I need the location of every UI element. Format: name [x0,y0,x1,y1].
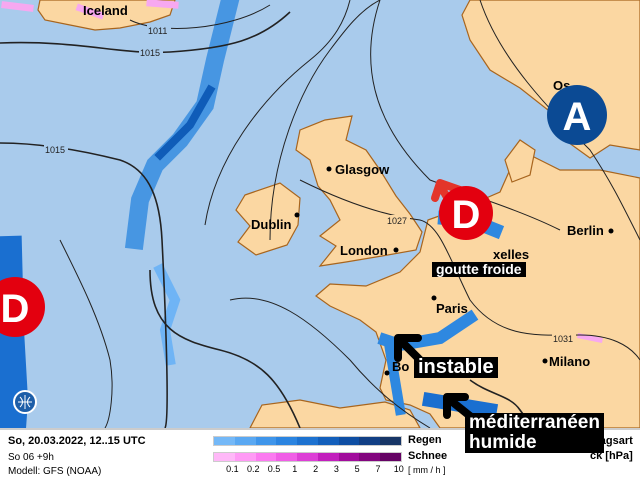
snow-label: Schnee [408,450,448,462]
low-label: D [1,287,30,331]
isobar-label: 1027 [387,216,407,226]
isobar-labels: 1011 1015 1015 1027 1031 [44,25,576,344]
color-swatch [214,453,235,461]
city-dublin: Dublin [251,217,291,232]
color-swatch [359,437,381,445]
legend-tick: 0.5 [267,464,281,474]
annotation-goutte-froide: goutte froide [432,262,526,277]
color-swatch [255,453,277,461]
color-swatch [297,453,318,461]
precipitation [0,0,603,428]
isobar-label: 1031 [553,334,573,344]
pressure-unit-label: ck [hPa] [590,450,633,462]
isobar [129,4,271,29]
isobar [269,0,381,241]
city-paris: Paris [436,301,468,316]
ireland-land [235,182,301,256]
color-swatch [276,453,298,461]
legend-tick: 0.2 [246,464,260,474]
weather-map: 1011 1015 1015 1027 1031 Iceland Glasgow… [0,0,640,428]
annotation-mediterraneen-humide: méditerranéen humide [465,413,604,453]
color-swatch [380,453,402,461]
color-swatch [255,437,277,445]
model-name: Modell: GFS (NOAA) [8,466,102,477]
isobar-label: 1015 [45,145,65,155]
city-milano: Milano [549,354,590,369]
snow-iceland [1,0,179,20]
color-swatch [214,437,235,445]
city-london: London [340,243,388,258]
city-berlin: Berlin [567,223,604,238]
color-swatch [234,453,256,461]
isobar [479,0,640,241]
isobars [0,0,640,428]
color-swatch [338,437,360,445]
denmark-land [504,139,536,183]
color-swatch [276,437,298,445]
legend-tick: 5 [354,464,360,474]
color-swatch [234,437,256,445]
great-britain-land [295,115,423,267]
snow-alps [577,333,603,343]
legend-tick: 1 [292,464,298,474]
annotation-instable: instable [414,357,498,378]
isobar [59,239,113,428]
legend-tick: 3 [333,464,339,474]
legend-tick: 10 [393,464,404,474]
isobar [204,0,351,226]
color-swatch [297,437,318,445]
color-swatch [338,453,360,461]
high-label: A [563,95,592,139]
color-swatch [317,453,339,461]
isobar [149,269,301,428]
legend-ticks: 0.1 0.2 0.5 1 2 3 5 7 10 [222,464,409,474]
rain-bordeaux [384,344,406,416]
low-label: D [452,193,481,237]
isobar [370,0,561,231]
cities: Glasgow Dublin London xelles Berlin Pari… [251,78,614,376]
rain-label: Regen [408,434,442,446]
color-swatch [317,437,339,445]
legend-tick: 0.1 [226,464,239,474]
snow-color-bar [213,452,402,462]
color-swatch [380,437,402,445]
city-glasgow: Glasgow [335,162,390,177]
rain-color-bar [213,436,402,446]
isobar-label: 1011 [148,26,167,36]
city-bordeaux: Bo [392,359,409,374]
pressure-high-scandinavia: A [547,85,607,145]
legend-tick: 7 [375,464,381,474]
pressure-low-atlantic: D [0,277,45,337]
legend-tick: 2 [313,464,319,474]
forecast-date: So, 20.03.2022, 12..15 UTC [8,435,146,447]
color-swatch [359,453,381,461]
rain-scattered [153,263,181,366]
isobar-label: 1015 [140,48,160,58]
region-label-iceland: Iceland [83,3,128,18]
isobar [229,297,431,428]
city-bruxelles: xelles [493,247,529,262]
unit-label: [ mm / h ] [408,465,446,475]
model-run: So 06 +9h [8,452,54,463]
spain-land [249,399,421,428]
isobar [299,179,640,361]
isobar [0,11,291,54]
rain-band-atlantic-core [154,84,216,161]
pressure-low-channel: D [439,186,493,240]
rain-biscay [377,309,479,352]
globe-icon[interactable] [13,390,37,414]
